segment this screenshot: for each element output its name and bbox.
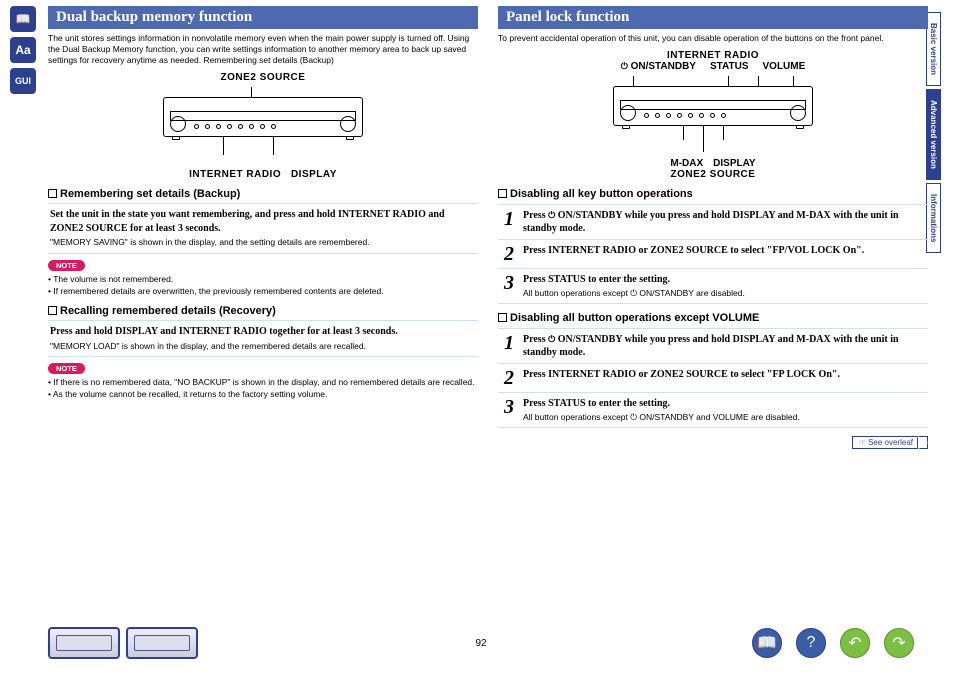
left-header: Dual backup memory function: [48, 6, 478, 29]
thumb-1[interactable]: [48, 627, 120, 659]
nav-help-icon[interactable]: ?: [796, 628, 826, 658]
tab-advanced[interactable]: Advanced version: [926, 89, 941, 180]
page-number: 92: [475, 638, 486, 649]
aa-icon[interactable]: Aa: [10, 37, 36, 63]
steps-b: 1Press ⏻ ON/STANDBY while you press and …: [498, 328, 928, 428]
book-icon[interactable]: 📖: [10, 6, 36, 32]
note-list-2: If there is no remembered data, "NO BACK…: [48, 377, 478, 401]
right-column: Panel lock function To prevent accidenta…: [498, 6, 928, 449]
left-column: Dual backup memory function The unit sto…: [48, 6, 478, 449]
note-list-1: The volume is not remembered. If remembe…: [48, 274, 478, 298]
sec1-title: Remembering set details (Backup): [48, 188, 478, 200]
diag-b2: DISPLAY: [291, 169, 337, 180]
right-header: Panel lock function: [498, 6, 928, 29]
secB-title: Disabling all button operations except V…: [498, 312, 928, 324]
secA-title: Disabling all key button operations: [498, 188, 928, 200]
unit-diagram-right: [593, 76, 833, 154]
note-pill-1: NOTE: [48, 260, 85, 271]
tab-info[interactable]: Informations: [926, 183, 941, 253]
unit-diagram-left: [143, 87, 383, 165]
tab-basic[interactable]: Basic version: [926, 12, 941, 86]
sec2-instruct: Press and hold DISPLAY and INTERNET RADI…: [48, 320, 478, 357]
left-intro: The unit stores settings information in …: [48, 33, 478, 66]
nav-prev-icon[interactable]: ↶: [840, 628, 870, 658]
gui-icon[interactable]: GUI: [10, 68, 36, 94]
sec1-instruct: Set the unit in the state you want remem…: [48, 203, 478, 253]
nav-next-icon[interactable]: ↷: [884, 628, 914, 658]
diag-top-label: ZONE2 SOURCE: [48, 72, 478, 83]
diag-b1: INTERNET RADIO: [189, 169, 281, 180]
sec2-title: Recalling remembered details (Recovery): [48, 305, 478, 317]
see-overleaf[interactable]: ☞ See overleaf: [852, 436, 928, 449]
note-pill-2: NOTE: [48, 363, 85, 374]
right-intro: To prevent accidental operation of this …: [498, 33, 928, 44]
nav-book-icon[interactable]: 📖: [752, 628, 782, 658]
thumb-2[interactable]: [126, 627, 198, 659]
steps-a: 1Press ⏻ ON/STANDBY while you press and …: [498, 204, 928, 304]
